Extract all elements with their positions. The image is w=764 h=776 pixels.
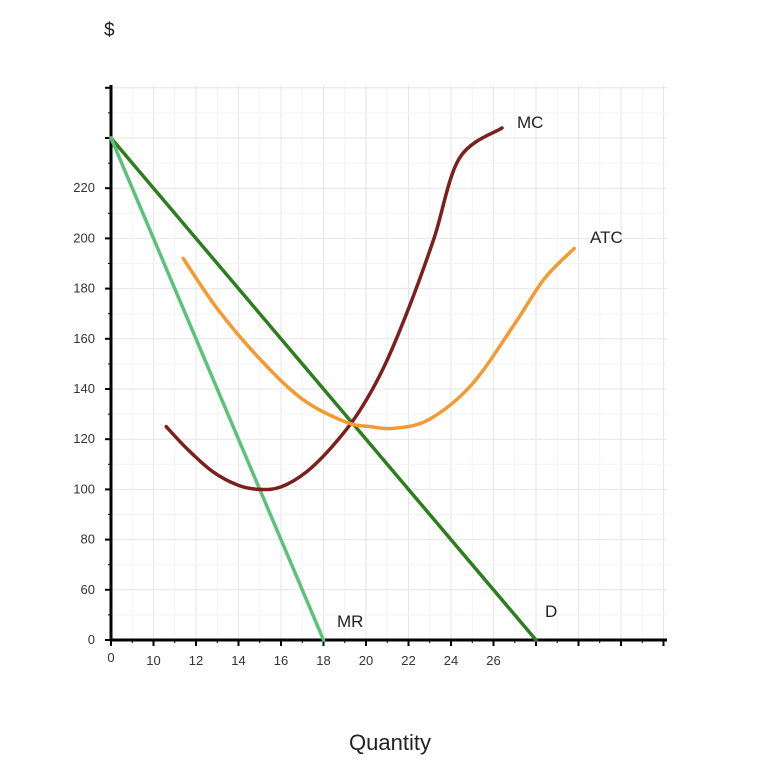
x-tick-label: 24 (444, 653, 458, 668)
axes: 0 10 12 14 16 18 20 22 24 26 0 60 80 100 120 140 160 180 2… (73, 85, 667, 668)
x-tick-label: 10 (146, 653, 160, 668)
x-tick-label: 12 (189, 653, 203, 668)
y-tick-label: 200 (73, 230, 95, 245)
d-curve-line (109, 136, 538, 642)
mr-curve-line (109, 136, 326, 642)
labels: $ Quantity MC ATC MR D (104, 20, 623, 755)
x-tick-label: 22 (401, 653, 415, 668)
x-axis-title: Quantity (349, 730, 431, 755)
gridlines (111, 85, 667, 640)
x-tick-label: 20 (359, 653, 373, 668)
curves (109, 126, 576, 642)
y-tick-label: 0 (88, 632, 95, 647)
y-tick-label: 220 (73, 180, 95, 195)
x-tick-label: 14 (231, 653, 245, 668)
atc-curve-label: ATC (590, 228, 623, 247)
atc-curve-line (181, 246, 576, 431)
x-tick-label: 0 (107, 650, 114, 665)
y-tick-label: 80 (81, 532, 95, 547)
mc-curve-label: MC (517, 113, 543, 132)
y-axis-title: $ (104, 20, 115, 41)
mc-curve-line (164, 126, 504, 492)
y-tick-label: 160 (73, 331, 95, 346)
x-tick-label: 18 (316, 653, 330, 668)
y-tick-label: 60 (81, 582, 95, 597)
y-tick-label: 140 (73, 381, 95, 396)
x-tick-label: 26 (486, 653, 500, 668)
y-tick-label: 180 (73, 281, 95, 296)
x-tick-label: 16 (274, 653, 288, 668)
mr-curve-label: MR (337, 612, 363, 631)
y-tick-label: 100 (73, 481, 95, 496)
d-curve-label: D (545, 602, 557, 621)
y-tick-label: 120 (73, 431, 95, 446)
